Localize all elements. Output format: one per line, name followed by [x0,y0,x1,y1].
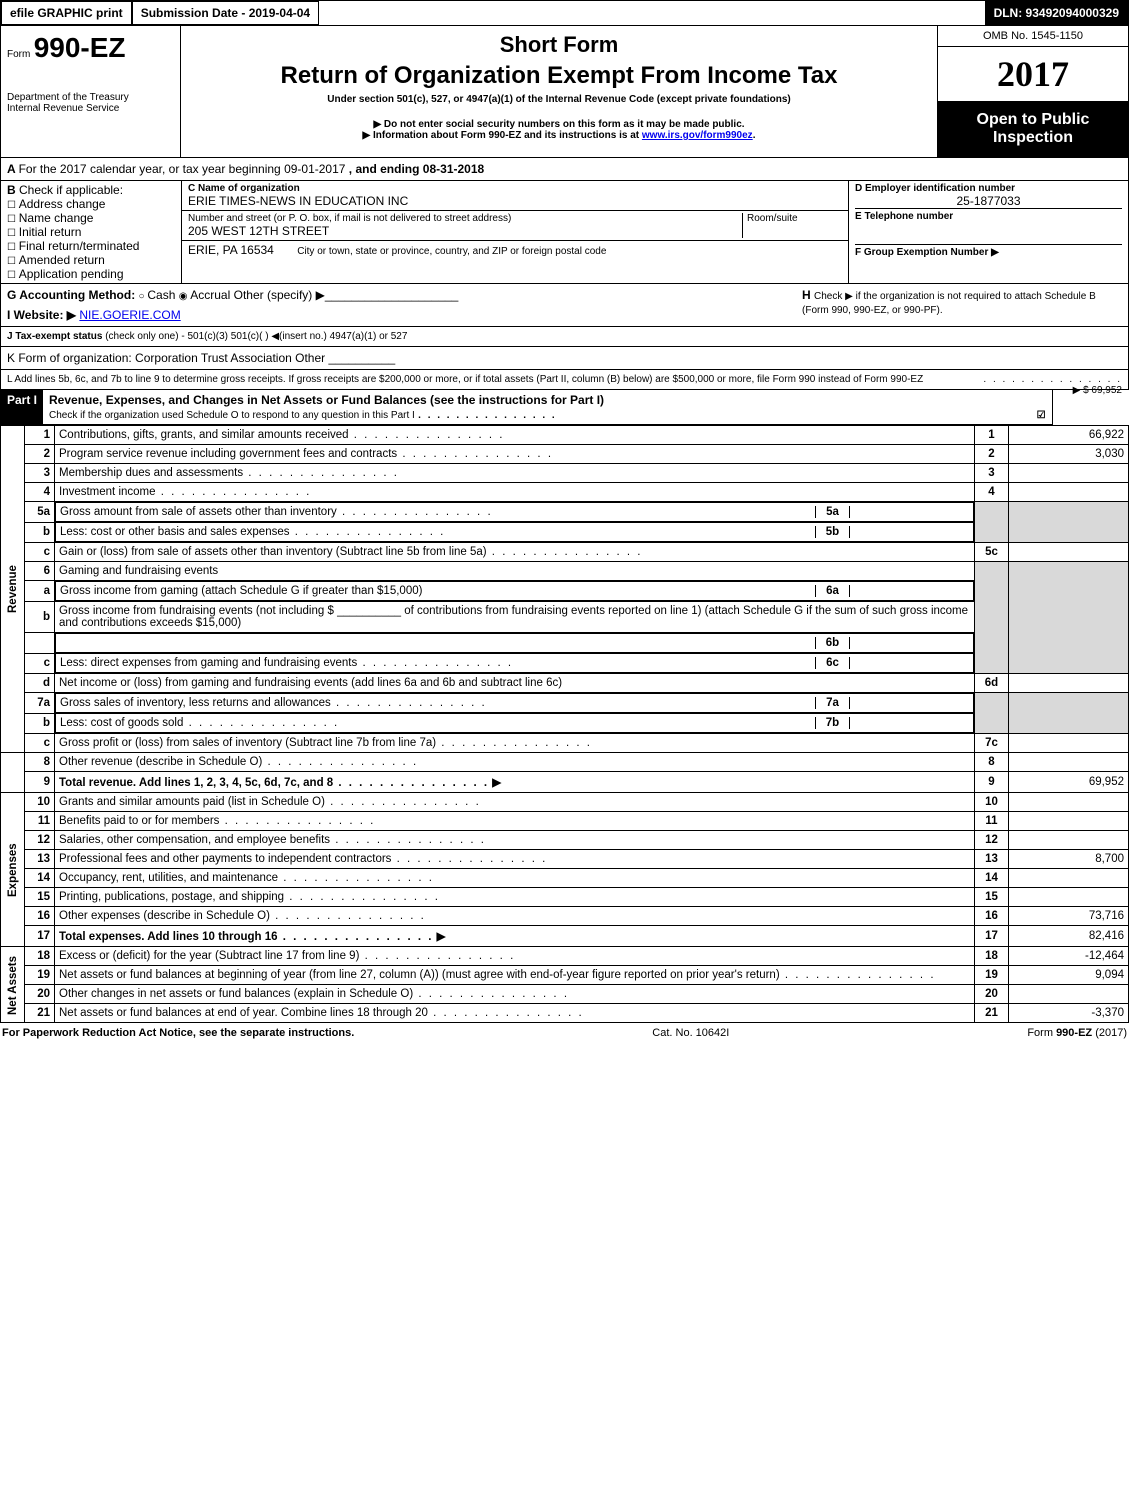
line-5c-amount [1009,543,1129,562]
radio-accrual[interactable]: Accrual [179,288,231,302]
lines-table: Revenue 1Contributions, gifts, grants, a… [0,425,1129,1023]
line-16-amount: 73,716 [1009,907,1129,926]
short-form-title: Short Form [187,32,931,58]
part-1-label: Part I [1,390,43,424]
label-city: City or town, state or province, country… [297,246,606,257]
form-header: Form 990-EZ Department of the Treasury I… [0,26,1129,158]
line-18-amount: -12,464 [1009,947,1129,966]
label-room: Room/suite [747,213,842,224]
row-l: L Add lines 5b, 6c, and 7b to line 9 to … [0,370,1129,390]
warning-ssn: Do not enter social security numbers on … [187,119,931,130]
radio-cash[interactable]: Cash [139,288,176,302]
main-title: Return of Organization Exempt From Incom… [187,62,931,90]
info-link-line: Information about Form 990-EZ and its in… [187,130,931,141]
check-amended-return[interactable]: Amended return [7,253,175,267]
label-street: Number and street (or P. O. box, if mail… [188,213,742,224]
tax-year: 2017 [938,47,1128,101]
website-link[interactable]: NIE.GOERIE.COM [79,308,180,322]
row-g-h: G Accounting Method: Cash Accrual Other … [0,284,1129,327]
city-state-zip: ERIE, PA 16534 [188,243,274,257]
check-address-change[interactable]: Address change [7,197,175,211]
line-14-amount [1009,869,1129,888]
schedule-o-checkbox[interactable] [1037,407,1046,421]
topbar: efile GRAPHIC print Submission Date - 20… [0,0,1129,26]
line-8-amount [1009,753,1129,772]
line-11-amount [1009,812,1129,831]
side-net-assets: Net Assets [1,947,25,1023]
accounting-other[interactable]: Other (specify) ▶ [234,288,325,302]
check-application-pending[interactable]: Application pending [7,267,175,281]
schedule-b-check[interactable]: Check ▶ if the organization is not requi… [802,291,1096,316]
footer: For Paperwork Reduction Act Notice, see … [0,1023,1129,1043]
check-initial-return[interactable]: Initial return [7,225,175,239]
label-telephone: E Telephone number [855,208,1122,222]
form-prefix: Form [7,49,30,60]
label-group-exemption: F Group Exemption Number ▶ [855,244,1122,258]
line-1-amount: 66,922 [1009,426,1129,445]
row-j: J Tax-exempt status (check only one) - 5… [0,327,1129,347]
line-15-amount [1009,888,1129,907]
line-6d-amount [1009,674,1129,693]
line-20-amount [1009,985,1129,1004]
part-1-check-text: Check if the organization used Schedule … [49,410,415,421]
omb-number: OMB No. 1545-1150 [938,26,1128,47]
irs-link[interactable]: www.irs.gov/form990ez [642,130,753,141]
line-12-amount [1009,831,1129,850]
label-org-name: C Name of organization [188,183,842,194]
line-19-amount: 9,094 [1009,966,1129,985]
side-expenses: Expenses [1,793,25,947]
org-info-block: B Check if applicable: Address change Na… [0,181,1129,284]
check-final-return[interactable]: Final return/terminated [7,239,175,253]
form-number: 990-EZ [34,32,126,63]
dept-treasury: Department of the Treasury [7,92,174,103]
check-name-change[interactable]: Name change [7,211,175,225]
line-2-amount: 3,030 [1009,445,1129,464]
line-13-amount: 8,700 [1009,850,1129,869]
line-7c-amount [1009,734,1129,753]
open-to-public: Open to Public Inspection [938,101,1128,157]
street-address: 205 WEST 12TH STREET [188,224,742,238]
side-revenue: Revenue [1,426,25,753]
line-9-amount: 69,952 [1009,772,1129,793]
org-name: ERIE TIMES-NEWS IN EDUCATION INC [188,194,842,208]
line-21-amount: -3,370 [1009,1004,1129,1023]
subtitle: Under section 501(c), 527, or 4947(a)(1)… [187,94,931,105]
part-1-title: Revenue, Expenses, and Changes in Net As… [49,393,604,407]
dln: DLN: 93492094000329 [985,1,1128,25]
submission-date: Submission Date - 2019-04-04 [132,1,319,25]
ein: 25-1877033 [855,194,1122,208]
efile-print-button[interactable]: efile GRAPHIC print [1,1,132,25]
form-footer: Form 990-EZ (2017) [1027,1027,1127,1039]
line-17-amount: 82,416 [1009,926,1129,947]
row-a: A For the 2017 calendar year, or tax yea… [0,158,1129,181]
line-10-amount [1009,793,1129,812]
line-4-amount [1009,483,1129,502]
catalog-number: Cat. No. 10642I [652,1027,729,1039]
irs: Internal Revenue Service [7,103,174,114]
line-3-amount [1009,464,1129,483]
label-ein: D Employer identification number [855,183,1122,194]
row-k: K Form of organization: Corporation Trus… [0,347,1129,370]
paperwork-notice: For Paperwork Reduction Act Notice, see … [2,1027,354,1039]
